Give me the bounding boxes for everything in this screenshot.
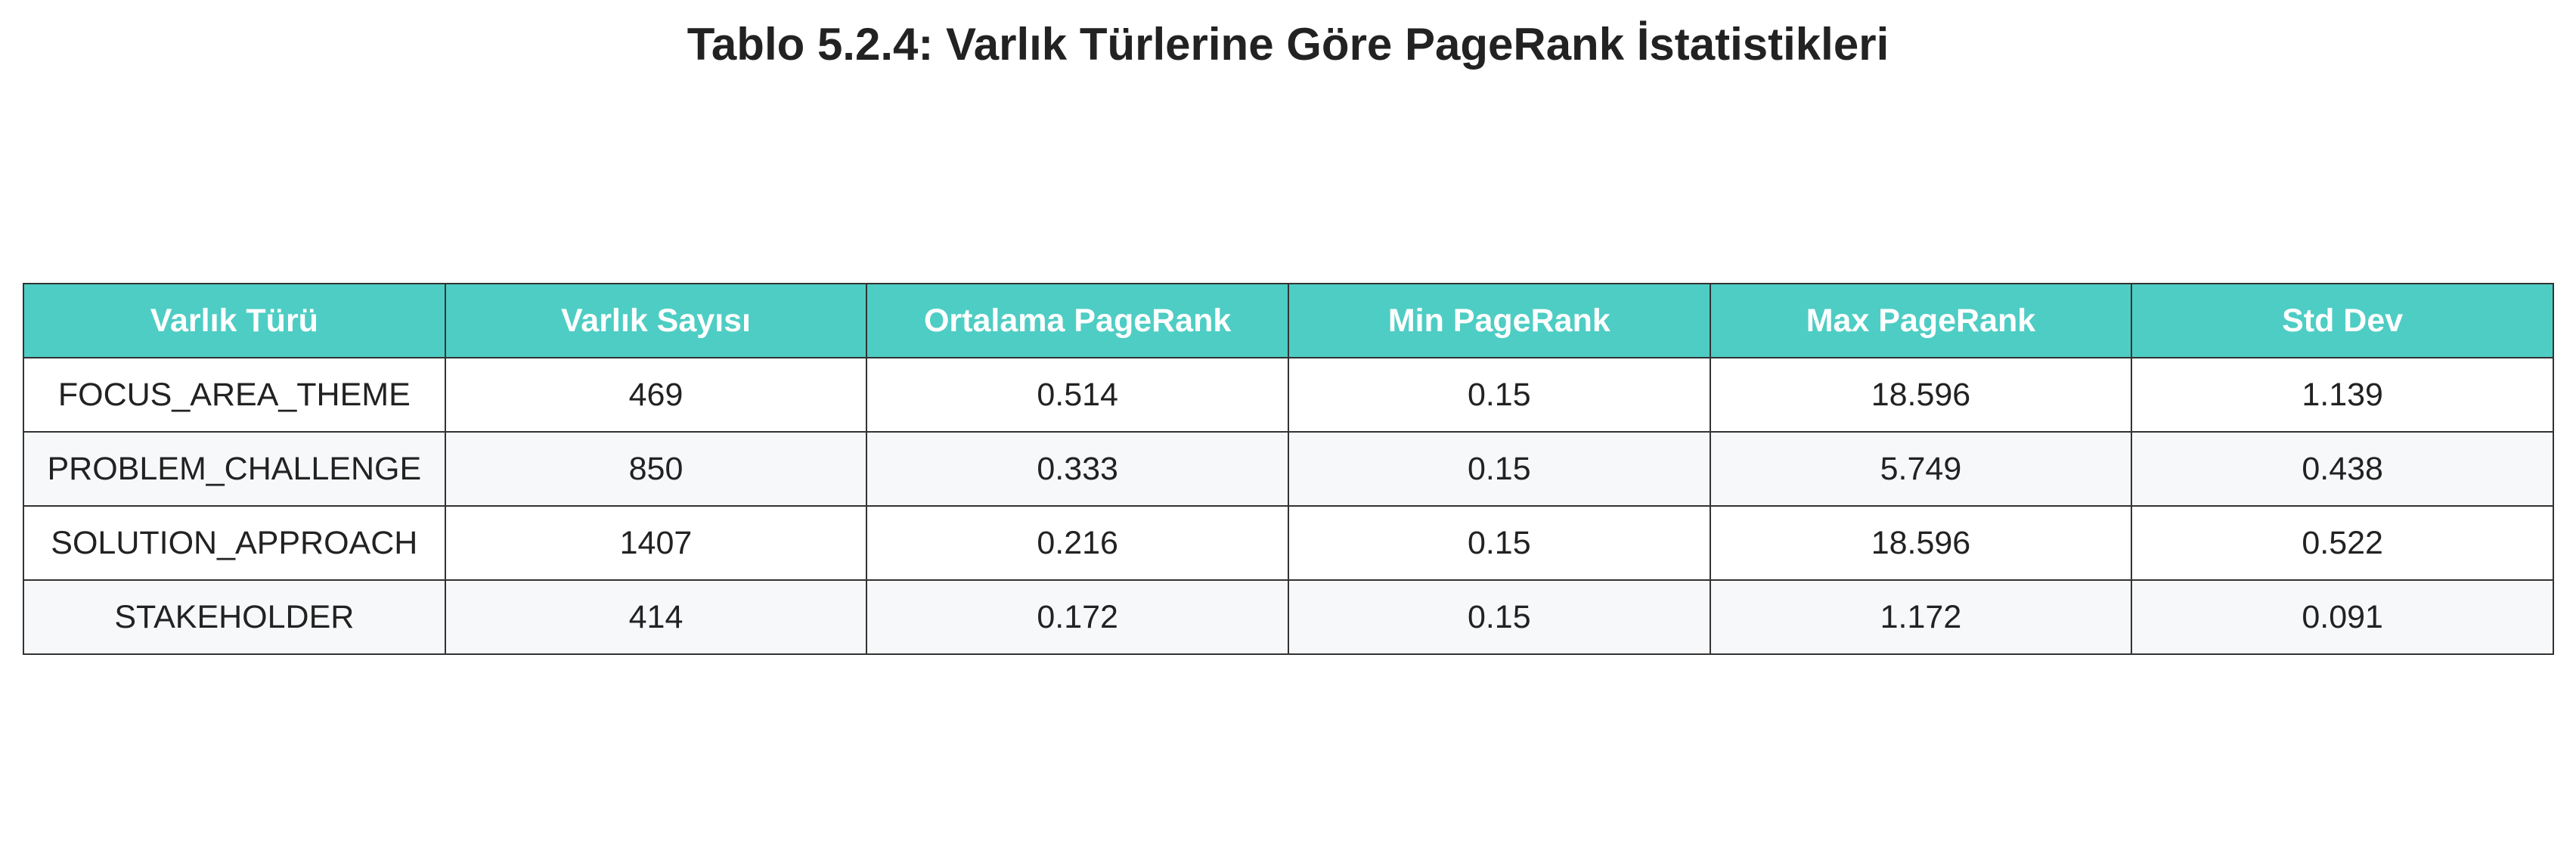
column-header-std-dev: Std Dev	[2131, 283, 2554, 358]
table-row: FOCUS_AREA_THEME 469 0.514 0.15 18.596 1…	[23, 357, 2554, 433]
column-header-max-pagerank: Max PageRank	[1709, 283, 2133, 358]
table-cell: 0.15	[1287, 505, 1711, 581]
table-cell: 0.216	[866, 505, 1289, 581]
table-cell: PROBLEM_CHALLENGE	[23, 431, 446, 507]
table-title: Tablo 5.2.4: Varlık Türlerine Göre PageR…	[687, 19, 1889, 70]
table-cell: 5.749	[1709, 431, 2133, 507]
table-cell: 0.15	[1287, 357, 1711, 433]
table-cell: 414	[444, 579, 868, 655]
table-cell: 18.596	[1709, 505, 2133, 581]
table-cell: 0.172	[866, 579, 1289, 655]
table-row: SOLUTION_APPROACH 1407 0.216 0.15 18.596…	[23, 505, 2554, 581]
table-cell: 0.438	[2131, 431, 2554, 507]
table-cell: STAKEHOLDER	[23, 579, 446, 655]
table-cell: SOLUTION_APPROACH	[23, 505, 446, 581]
pagerank-stats-table: Varlık Türü Varlık Sayısı Ortalama PageR…	[23, 283, 2554, 655]
table-cell: 850	[444, 431, 868, 507]
table-cell: 0.514	[866, 357, 1289, 433]
table-cell: 0.091	[2131, 579, 2554, 655]
column-header-ortalama-pagerank: Ortalama PageRank	[866, 283, 1289, 358]
table-cell: 0.15	[1287, 579, 1711, 655]
column-header-varlik-turu: Varlık Türü	[23, 283, 446, 358]
table-cell: 469	[444, 357, 868, 433]
table-cell: 18.596	[1709, 357, 2133, 433]
table-cell: FOCUS_AREA_THEME	[23, 357, 446, 433]
column-header-min-pagerank: Min PageRank	[1287, 283, 1711, 358]
header-row: Varlık Türü Varlık Sayısı Ortalama PageR…	[23, 283, 2554, 358]
table-cell: 0.15	[1287, 431, 1711, 507]
table-cell: 0.522	[2131, 505, 2554, 581]
table-cell: 1407	[444, 505, 868, 581]
column-header-varlik-sayisi: Varlık Sayısı	[444, 283, 868, 358]
table-cell: 1.172	[1709, 579, 2133, 655]
table-row: STAKEHOLDER 414 0.172 0.15 1.172 0.091	[23, 579, 2554, 655]
table-cell: 0.333	[866, 431, 1289, 507]
table-cell: 1.139	[2131, 357, 2554, 433]
table-row: PROBLEM_CHALLENGE 850 0.333 0.15 5.749 0…	[23, 431, 2554, 507]
